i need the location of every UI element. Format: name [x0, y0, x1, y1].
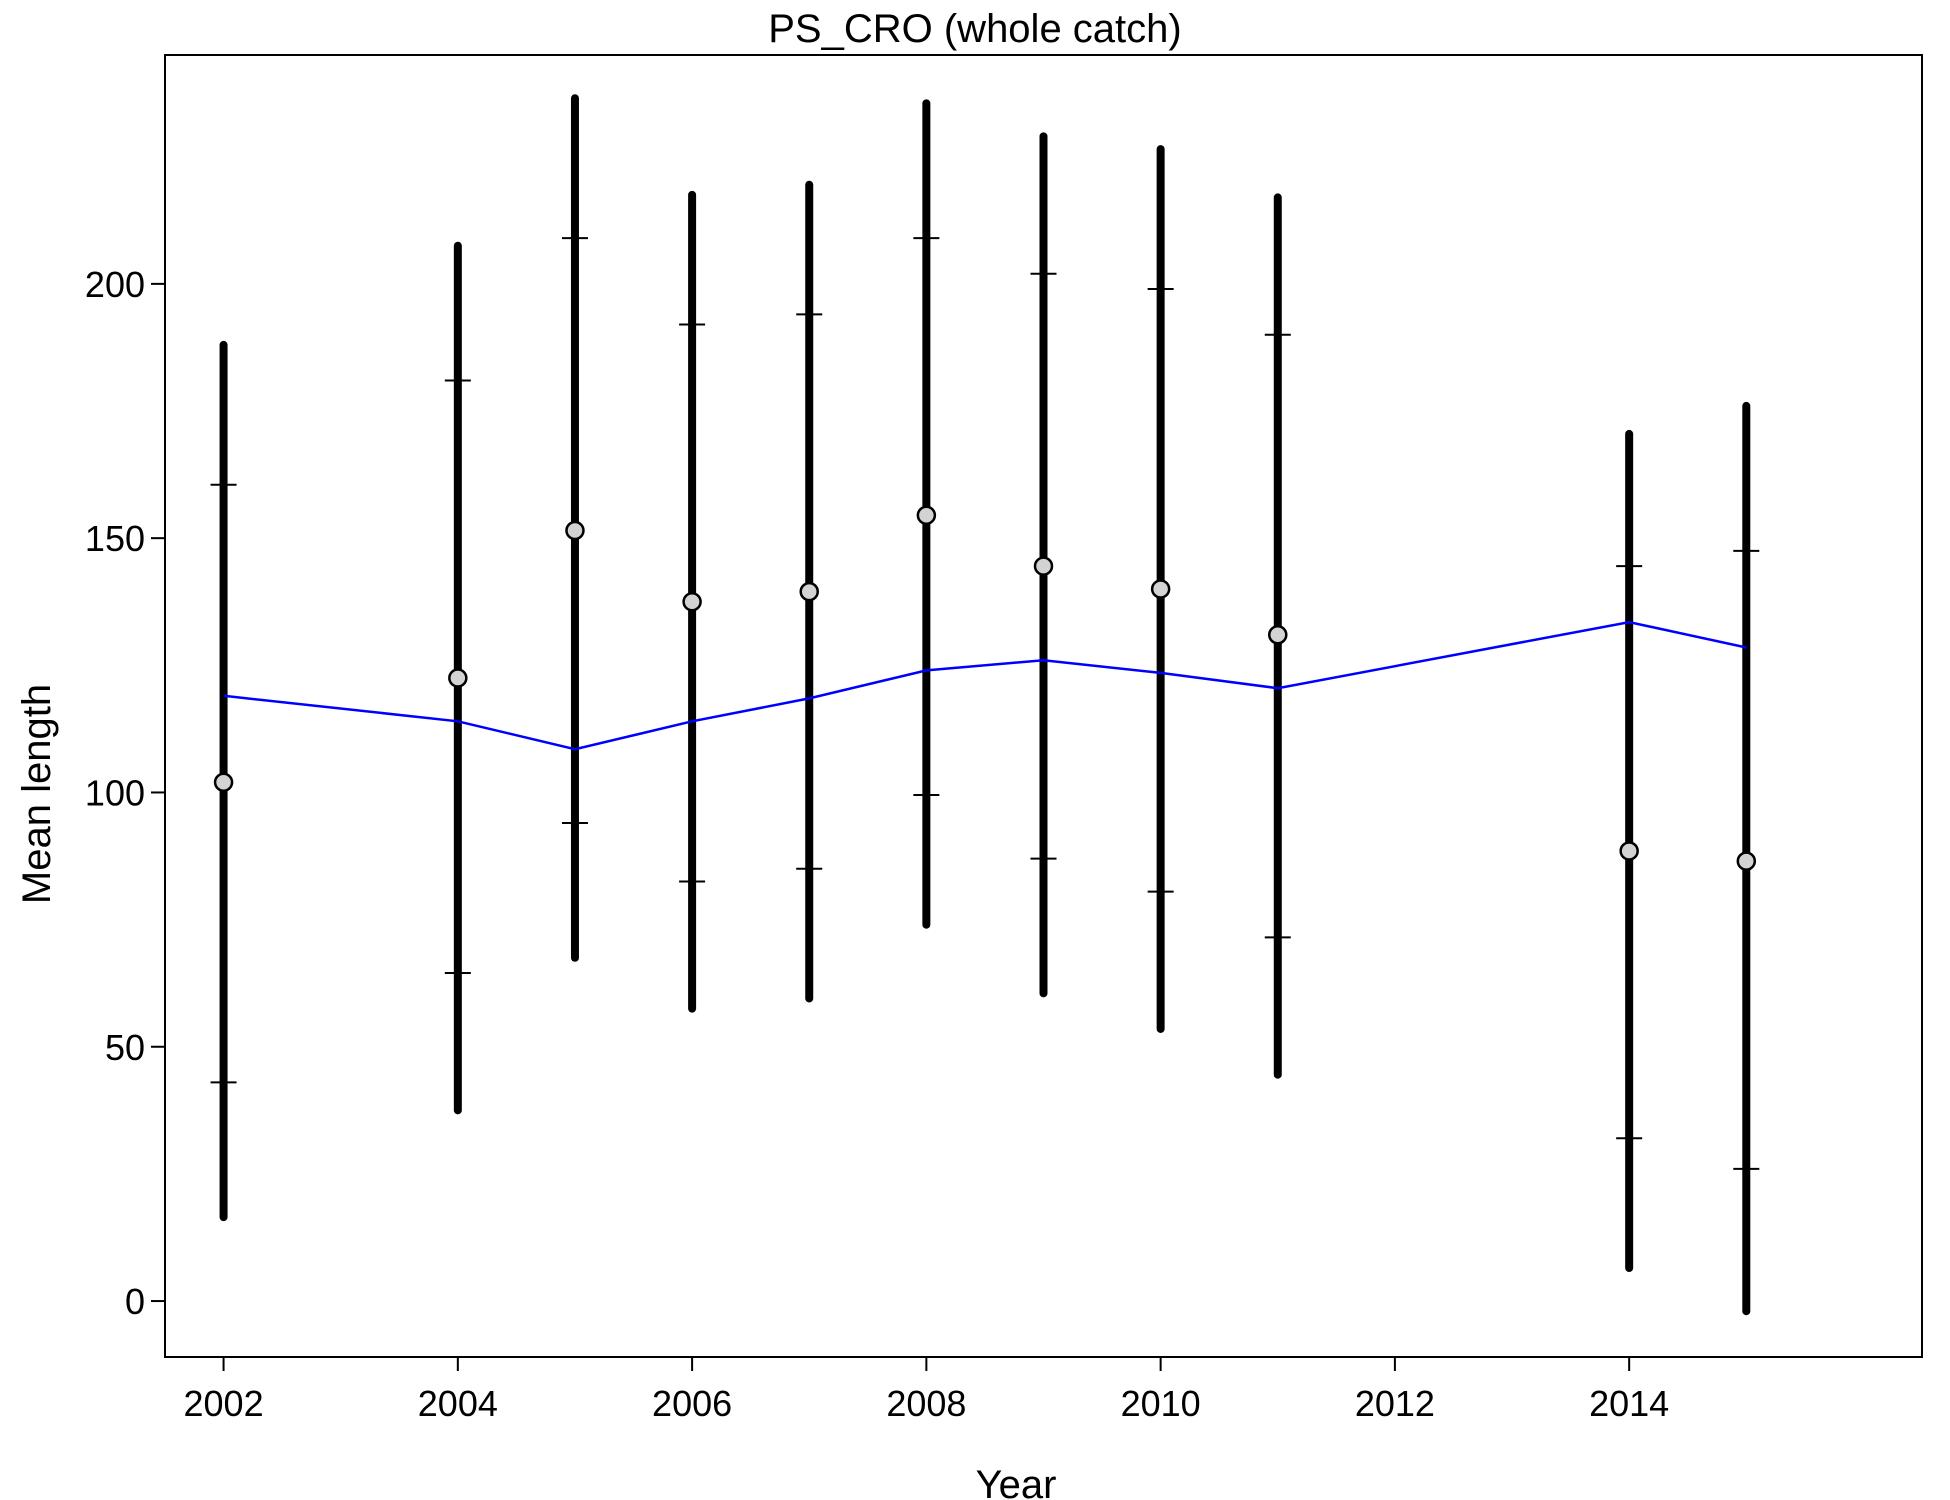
observed-point: [1150, 579, 1171, 599]
y-tick-label: 200: [85, 264, 145, 305]
y-tick-label: 0: [125, 1281, 145, 1322]
observed-point: [565, 520, 585, 541]
y-axis-title: Mean length: [15, 684, 59, 904]
observed-point: [1268, 625, 1288, 645]
y-tick-label: 150: [85, 518, 145, 559]
x-tick-label: 2008: [886, 1383, 966, 1424]
observed-point: [1619, 841, 1639, 861]
x-tick-label: 2004: [418, 1383, 498, 1424]
observed-point: [916, 505, 937, 526]
y-tick-label: 50: [105, 1027, 145, 1068]
x-tick-label: 2012: [1355, 1383, 1435, 1424]
chart-title: PS_CRO (whole catch): [768, 7, 1181, 51]
y-tick-label: 100: [85, 772, 145, 813]
x-tick-label: 2010: [1121, 1383, 1201, 1424]
observed-point: [1033, 556, 1054, 576]
observed-point: [213, 772, 234, 793]
observed-point: [1736, 851, 1757, 871]
observed-point: [682, 591, 702, 612]
observed-point: [448, 668, 468, 688]
plot-frame: [164, 54, 1923, 1358]
expected-line: [223, 620, 1747, 751]
x-tick-label: 2002: [184, 1383, 264, 1424]
observed-point: [799, 581, 819, 602]
plot-area: 2002 2004 2006 2008 2010 2012 2014 0 50 100 150 200: [85, 54, 1923, 1424]
x-axis-title: Year: [976, 1463, 1057, 1500]
x-tick-label: 2014: [1589, 1383, 1669, 1424]
x-tick-label: 2006: [652, 1383, 732, 1424]
